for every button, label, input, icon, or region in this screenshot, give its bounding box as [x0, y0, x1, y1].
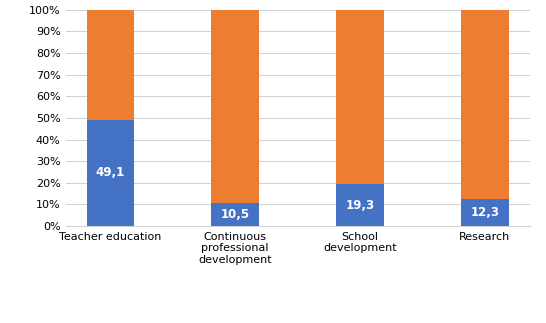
Text: 49,1: 49,1	[96, 166, 125, 180]
Bar	[336, 10, 384, 184]
Text: 19,3: 19,3	[346, 199, 375, 212]
Bar	[336, 184, 384, 226]
Text: 10,5: 10,5	[221, 208, 250, 221]
Bar	[211, 10, 259, 203]
Bar	[211, 203, 259, 226]
Bar	[87, 10, 134, 120]
Bar	[461, 200, 508, 226]
Bar	[461, 10, 508, 200]
Text: 12,3: 12,3	[470, 206, 499, 219]
Bar	[87, 120, 134, 226]
